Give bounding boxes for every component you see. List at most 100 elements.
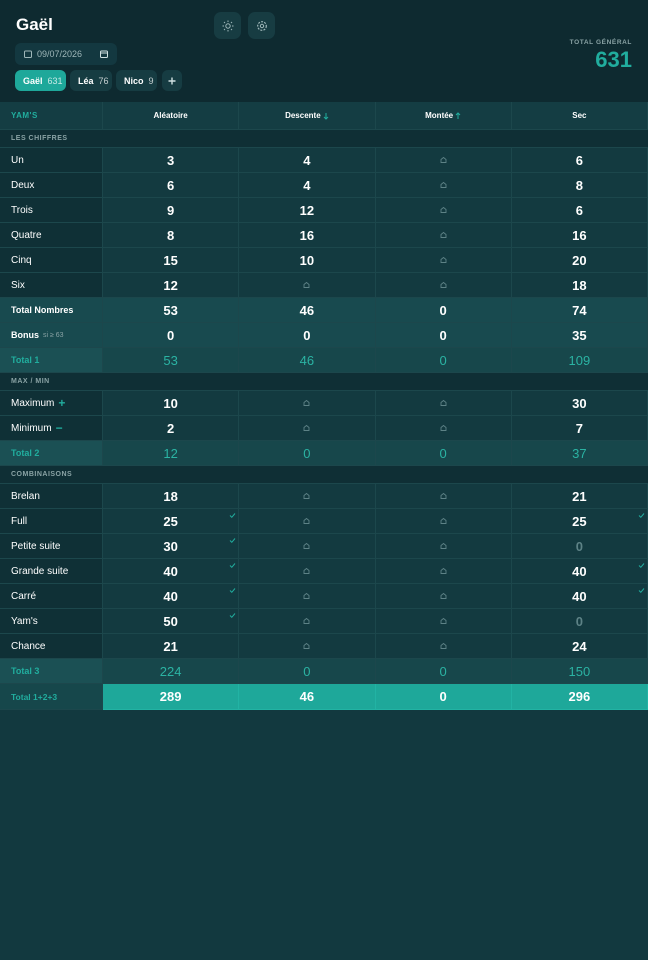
row-label-cell: Trois — [0, 198, 103, 223]
score-value: 0 — [303, 445, 311, 461]
score-cell[interactable] — [375, 173, 512, 198]
locked-icon — [440, 542, 447, 549]
score-value: 6 — [575, 152, 583, 168]
player-chip[interactable]: Léa 76 — [70, 70, 112, 91]
score-cell: 2 — [103, 416, 240, 441]
score-row: Total Nombres 53 46 0 74 — [0, 298, 648, 323]
score-cell[interactable] — [375, 273, 512, 298]
score-cell: 6 — [103, 173, 240, 198]
row-label-cell: Total 1 — [0, 348, 103, 373]
date-input[interactable]: 09/07/2026 — [15, 43, 117, 65]
player-chip[interactable]: Gaël 631 — [15, 70, 66, 91]
score-cell: 0 — [375, 441, 512, 466]
column-title: YAM'S — [11, 111, 38, 120]
score-cell[interactable] — [239, 534, 376, 559]
score-cell[interactable] — [375, 223, 512, 248]
score-value: 12 — [163, 445, 178, 461]
locked-icon — [440, 492, 447, 499]
score-cell: 6 — [511, 148, 648, 173]
score-value: 24 — [572, 638, 587, 654]
score-row: Un 3 4 6 — [0, 148, 648, 173]
score-cell[interactable] — [375, 509, 512, 534]
player-name: Gaël — [23, 75, 43, 86]
score-value: 25 — [163, 513, 178, 529]
sun-icon — [222, 20, 233, 31]
score-cell[interactable] — [375, 584, 512, 609]
score-value: 9 — [167, 202, 175, 218]
score-cell[interactable] — [375, 391, 512, 416]
row-label-cell: Deux — [0, 173, 103, 198]
score-value: 0 — [439, 327, 447, 343]
grand-total-value: 289 — [159, 689, 182, 704]
score-cell: 0 — [375, 298, 512, 323]
score-cell[interactable] — [239, 584, 376, 609]
score-cell: 46 — [239, 348, 376, 373]
score-value: 40 — [163, 588, 178, 604]
row-label-cell: Cinq — [0, 248, 103, 273]
score-cell[interactable] — [239, 559, 376, 584]
score-cell[interactable] — [375, 634, 512, 659]
score-cell[interactable] — [375, 559, 512, 584]
score-cell[interactable] — [375, 148, 512, 173]
locked-icon — [303, 592, 310, 599]
score-value: 224 — [159, 663, 182, 679]
score-cell[interactable] — [239, 509, 376, 534]
score-cell: 20 — [511, 248, 648, 273]
settings-button[interactable] — [248, 12, 275, 39]
add-player-button[interactable] — [162, 70, 182, 91]
score-cell[interactable] — [239, 484, 376, 509]
row-label-cell: Un — [0, 148, 103, 173]
score-value: 0 — [439, 302, 447, 318]
locked-icon — [440, 231, 447, 238]
score-cell: 40 — [511, 584, 648, 609]
column-header: Sec — [511, 102, 648, 130]
column-header: Montée — [375, 102, 512, 130]
grand-total-row: Total 1+2+3 289 46 0 296 — [0, 684, 648, 710]
score-cell: 25 — [103, 509, 240, 534]
score-cell: 30 — [511, 391, 648, 416]
score-value: 40 — [572, 588, 587, 604]
player-chip[interactable]: Nico 9 — [116, 70, 157, 91]
row-label: Total 2 — [11, 448, 40, 458]
score-cell[interactable] — [239, 391, 376, 416]
score-cell[interactable] — [375, 248, 512, 273]
score-value: 16 — [299, 227, 315, 243]
theme-button[interactable] — [214, 12, 241, 39]
locked-icon — [303, 642, 310, 649]
score-cell[interactable] — [375, 609, 512, 634]
score-cell: 25 — [511, 509, 648, 534]
grand-total-cell: 46 — [239, 684, 376, 710]
locked-icon — [440, 517, 447, 524]
check-icon — [229, 563, 236, 569]
score-value: 40 — [572, 563, 587, 579]
score-cell: 35 — [511, 323, 648, 348]
score-cell: 46 — [239, 298, 376, 323]
row-label: Maximum — [11, 397, 55, 409]
row-label: Total 3 — [11, 666, 40, 676]
score-cell[interactable] — [375, 484, 512, 509]
score-cell[interactable] — [239, 273, 376, 298]
row-label-cell: Total 3 — [0, 659, 103, 684]
score-value: 53 — [163, 302, 178, 318]
locked-icon — [440, 592, 447, 599]
score-cell[interactable] — [375, 198, 512, 223]
row-mark: − — [55, 421, 63, 435]
score-cell: 24 — [511, 634, 648, 659]
score-cell: 4 — [239, 173, 376, 198]
score-value: 0 — [303, 327, 311, 343]
calendar-picker[interactable] — [100, 50, 108, 58]
score-value: 0 — [575, 613, 583, 629]
score-table: YAM'S Aléatoire Descente Montée Sec LES CHIFF… — [0, 102, 648, 710]
row-label: Chance — [11, 640, 46, 652]
score-value: 30 — [163, 538, 178, 554]
score-cell[interactable] — [239, 634, 376, 659]
score-cell[interactable] — [239, 609, 376, 634]
score-cell[interactable] — [375, 416, 512, 441]
score-cell[interactable] — [375, 534, 512, 559]
check-icon — [229, 588, 236, 594]
score-cell[interactable] — [239, 416, 376, 441]
locked-icon — [440, 156, 447, 163]
score-cell: 9 — [103, 198, 240, 223]
score-row: Full 25 25 — [0, 509, 648, 534]
score-value: 10 — [163, 395, 178, 411]
